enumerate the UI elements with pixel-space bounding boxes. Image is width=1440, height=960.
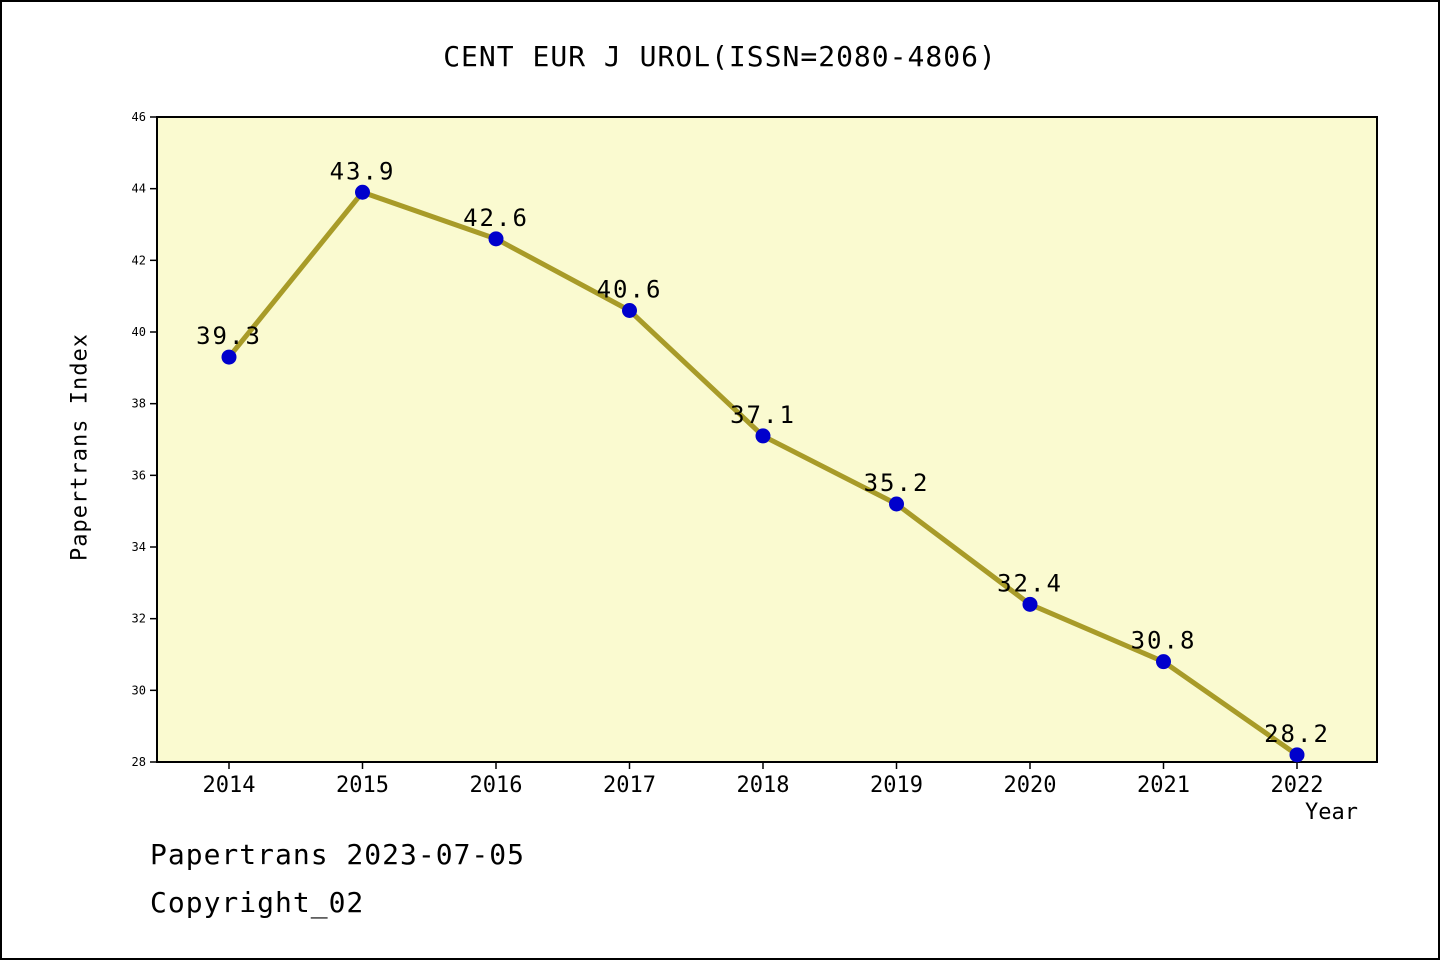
data-point-label: 39.3 [196, 322, 262, 350]
data-point-label: 40.6 [597, 276, 663, 304]
data-point-label: 42.6 [463, 204, 529, 232]
footer-source-date: Papertrans 2023-07-05 [150, 838, 526, 871]
x-tick-label: 2016 [470, 773, 523, 798]
data-point-label: 35.2 [864, 469, 930, 497]
data-point [1156, 654, 1171, 670]
x-tick-label: 2014 [203, 773, 256, 798]
data-point [221, 349, 237, 365]
data-point-label: 32.4 [997, 569, 1063, 597]
y-tick-label: 36 [132, 468, 146, 482]
data-point [1289, 747, 1305, 763]
data-point [1022, 596, 1038, 612]
data-point [889, 496, 904, 512]
y-tick-label: 44 [132, 182, 146, 196]
y-tick-label: 42 [132, 253, 146, 267]
y-axis-title: Papertrans Index [67, 333, 93, 561]
data-point-label: 30.8 [1131, 627, 1197, 655]
x-tick-label: 2017 [603, 773, 656, 798]
y-tick-label: 40 [132, 325, 146, 339]
x-tick-label: 2020 [1004, 773, 1057, 798]
data-point-label: 28.2 [1264, 720, 1330, 748]
x-tick-label: 2019 [870, 773, 923, 798]
x-tick-label: 2022 [1271, 773, 1324, 798]
y-tick-label: 34 [132, 540, 146, 554]
data-point [488, 231, 504, 247]
data-point [622, 303, 637, 318]
data-point-label: 43.9 [330, 157, 396, 185]
y-tick-label: 38 [132, 397, 146, 411]
data-point [755, 428, 771, 444]
y-tick-label: 32 [132, 612, 146, 626]
x-tick-label: 2021 [1137, 773, 1190, 798]
data-point-label: 37.1 [730, 401, 796, 429]
chart-title: CENT EUR J UROL(ISSN=2080-4806) [443, 40, 997, 73]
y-tick-label: 46 [132, 110, 146, 124]
x-tick-label: 2015 [336, 773, 389, 798]
y-tick-label: 30 [132, 683, 146, 697]
footer-copyright: Copyright_02 [150, 886, 365, 919]
x-tick-label: 2018 [737, 773, 790, 798]
y-tick-label: 28 [132, 755, 146, 769]
data-point [355, 184, 370, 200]
x-axis-title: Year [1305, 800, 1358, 825]
